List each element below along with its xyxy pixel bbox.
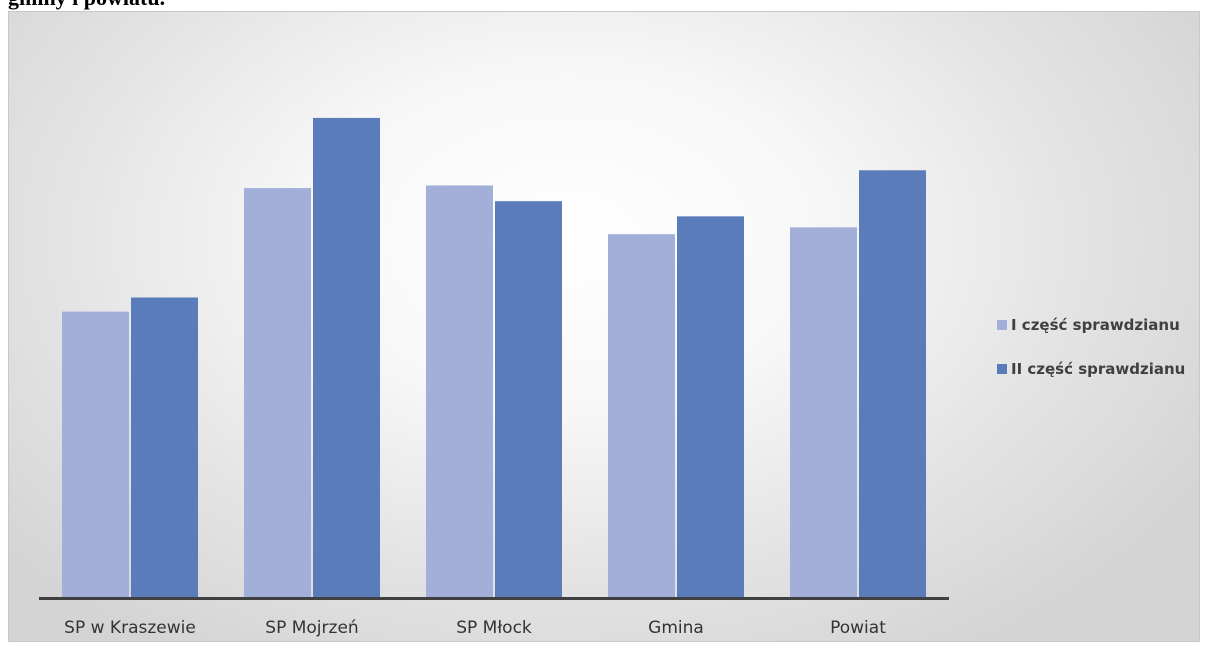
legend-item-series-1: I część sprawdzianu [997, 312, 1185, 338]
legend-item-series-2: II część sprawdzianu [997, 356, 1185, 382]
x-tick-label: SP Młock [456, 618, 532, 638]
x-tick-label: SP w Kraszewie [64, 618, 196, 638]
legend-swatch-series-1 [997, 320, 1007, 330]
bar-series-1-1 [62, 311, 129, 597]
bars-group [62, 117, 926, 598]
chart-area: SP w Kraszewie SP Mojrzeń SP Młock Gmina Pow… [8, 11, 1200, 642]
bar-series-1-4 [608, 234, 675, 598]
x-tick-label: Gmina [648, 618, 704, 638]
x-tick-label: SP Mojrzeń [265, 618, 358, 638]
legend-swatch-series-2 [997, 364, 1007, 374]
legend-label-series-2: II część sprawdzianu [1011, 360, 1186, 378]
bar-series-2-5 [859, 170, 926, 597]
bar-series-1-3 [426, 185, 493, 597]
legend: I część sprawdzianu II część sprawdzianu [997, 312, 1185, 400]
page-heading: gminy i powiatu. [8, 0, 165, 10]
legend-label-series-1: I część sprawdzianu [1011, 316, 1180, 334]
bar-series-2-2 [313, 117, 380, 598]
bar-series-1-5 [790, 227, 857, 597]
bar-series-2-4 [677, 216, 744, 598]
bar-series-1-2 [244, 188, 311, 597]
x-tick-label: Powiat [830, 618, 886, 638]
x-axis-ticks: SP w Kraszewie SP Mojrzeń SP Młock Gmina Pow… [64, 618, 886, 638]
bar-series-2-3 [495, 201, 562, 598]
bar-chart: SP w Kraszewie SP Mojrzeń SP Młock Gmina Pow… [39, 117, 949, 638]
bar-series-2-1 [131, 297, 198, 597]
